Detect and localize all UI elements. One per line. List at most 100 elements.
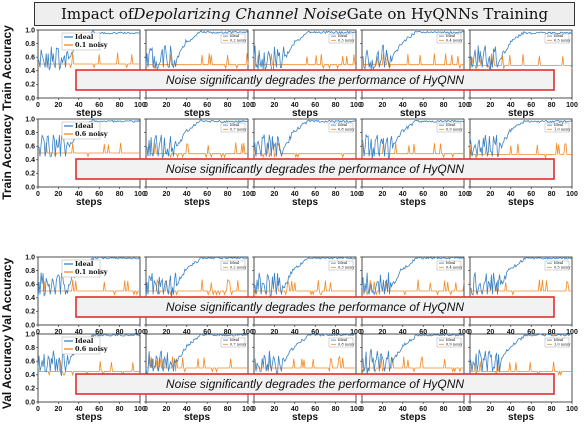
x-axis-label: steps [76,108,103,119]
x-tick-label: 60 [311,329,319,336]
legend-label: Ideal [338,261,348,265]
x-tick-label: 60 [311,102,319,109]
series-line-ideal [469,119,573,158]
x-tick-label: 20 [55,329,63,336]
x-tick-label: 60 [203,191,211,198]
legend-label: Ideal [446,34,456,38]
x-tick-label: 60 [527,406,535,413]
x-tick-label: 80 [440,406,448,413]
legend-label: 0.8 noisy [338,342,355,346]
legend-label: Ideal [446,338,456,342]
x-tick-label: 80 [116,191,124,198]
x-tick-label: 60 [527,102,535,109]
noise-banner [75,373,555,395]
x-tick-label: 100 [242,102,254,109]
x-tick-label: 20 [55,406,63,413]
x-tick-label: 0 [468,406,472,413]
x-tick-label: 20 [487,102,495,109]
figure-title: Impact of Depolarizing Channel Noise Gat… [34,2,575,26]
x-tick-label: 20 [379,102,387,109]
y-axis-label: Train Accuracy [0,114,14,200]
x-tick-label: 40 [291,329,299,336]
x-tick-label: 0 [360,102,364,109]
x-tick-label: 0 [144,191,148,198]
legend-label: Ideal [338,34,348,38]
series-line-ideal [253,30,357,74]
x-tick-label: 60 [203,329,211,336]
series-line-ideal [253,119,357,157]
x-tick-label: 40 [75,191,83,198]
legend-box [220,122,246,133]
x-axis-label: steps [508,412,535,423]
x-tick-label: 20 [271,329,279,336]
x-tick-label: 60 [203,102,211,109]
title-suffix: Gate on HyQNNs Training [346,5,549,23]
x-tick-label: 80 [440,102,448,109]
series-line-noisy [253,279,356,296]
x-tick-label: 60 [311,191,319,198]
y-axis-label: Val Accuracy [0,258,14,333]
series-line-ideal [253,256,357,299]
x-tick-label: 100 [566,329,578,336]
y-axis-label: Val Accuracy [0,335,14,410]
x-tick-label: 40 [183,102,191,109]
series-line-noisy [146,142,248,159]
series-line-ideal [361,119,465,162]
y-tick-label: 0.4 [25,295,35,302]
legend-label: 0.3 noisy [338,265,355,269]
legend-label: Ideal [554,123,564,127]
legend-label: Ideal [75,122,94,130]
series-line-noisy [38,52,140,69]
x-tick-label: 0 [144,406,148,413]
legend-label: 0.3 noisy [338,38,355,42]
noise-banner-text: Noise significantly degrades the perform… [166,377,464,391]
legend-label: 0.7 noisy [230,342,247,346]
legend-label: 0.6 noisy [75,345,108,353]
series-line-noisy [254,53,356,70]
legend-box [544,337,570,348]
series-line-ideal [469,333,573,373]
x-tick-label: 40 [75,329,83,336]
x-tick-label: 100 [566,406,578,413]
x-tick-label: 100 [350,102,362,109]
legend-label: Ideal [446,123,456,127]
series-line-noisy [146,356,248,373]
legend-box [328,337,354,348]
legend-label: 0.1 noisy [75,41,108,49]
x-tick-label: 100 [458,102,470,109]
x-tick-label: 80 [224,406,232,413]
legend-box [436,122,462,133]
legend-label: 0.9 noisy [446,127,463,131]
series-line-ideal [361,333,465,375]
x-tick-label: 20 [55,191,63,198]
x-tick-label: 100 [242,329,254,336]
series-line-ideal [469,256,573,296]
x-tick-label: 60 [419,329,427,336]
legend-label: 0.1 noisy [75,268,108,276]
y-tick-label: 0.4 [25,157,35,164]
x-tick-label: 40 [507,406,515,413]
x-axis-label: steps [508,197,535,208]
x-tick-label: 100 [134,191,146,198]
legend-box [220,33,246,44]
series-line-ideal [469,30,573,73]
legend-label: Ideal [554,34,564,38]
x-tick-label: 80 [332,329,340,336]
y-tick-label: 0.2 [25,386,35,393]
x-tick-label: 60 [419,406,427,413]
legend-label: Ideal [554,261,564,265]
x-tick-label: 40 [399,406,407,413]
x-tick-label: 0 [468,329,472,336]
legend-box [436,260,462,271]
